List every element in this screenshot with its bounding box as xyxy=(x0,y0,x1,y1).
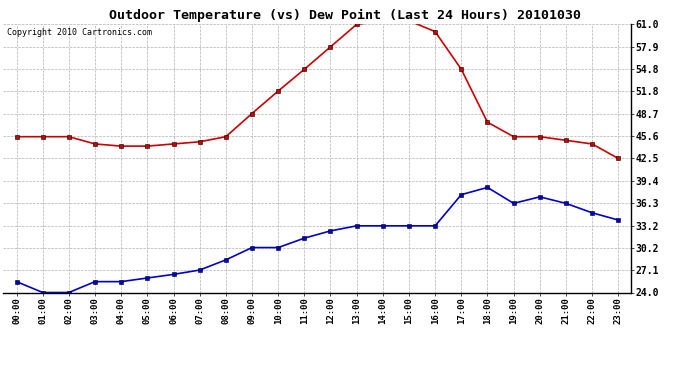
Text: Copyright 2010 Cartronics.com: Copyright 2010 Cartronics.com xyxy=(7,28,152,38)
Text: Outdoor Temperature (vs) Dew Point (Last 24 Hours) 20101030: Outdoor Temperature (vs) Dew Point (Last… xyxy=(109,9,581,22)
